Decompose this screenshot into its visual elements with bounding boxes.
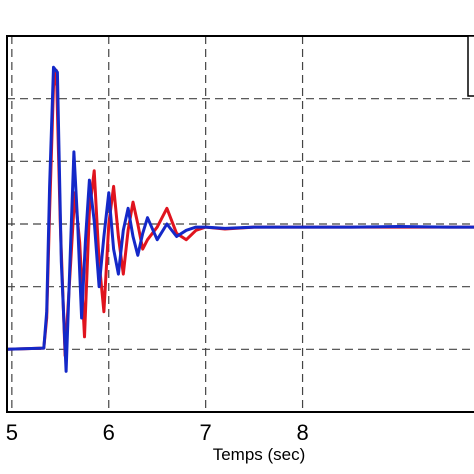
plot-frame <box>6 35 474 413</box>
legend-box <box>467 35 474 97</box>
x-tick-label-0: 5 <box>6 420 18 445</box>
x-tick-labels: 5 6 7 8 <box>6 420 309 445</box>
x-tick-label-2: 7 <box>200 420 212 445</box>
x-tick-label-3: 8 <box>296 420 308 445</box>
grid <box>7 36 474 412</box>
series-group <box>6 65 474 373</box>
series-line-1 <box>6 65 474 373</box>
x-axis-label: Temps (sec) <box>213 445 306 464</box>
x-tick-label-1: 6 <box>103 420 115 445</box>
